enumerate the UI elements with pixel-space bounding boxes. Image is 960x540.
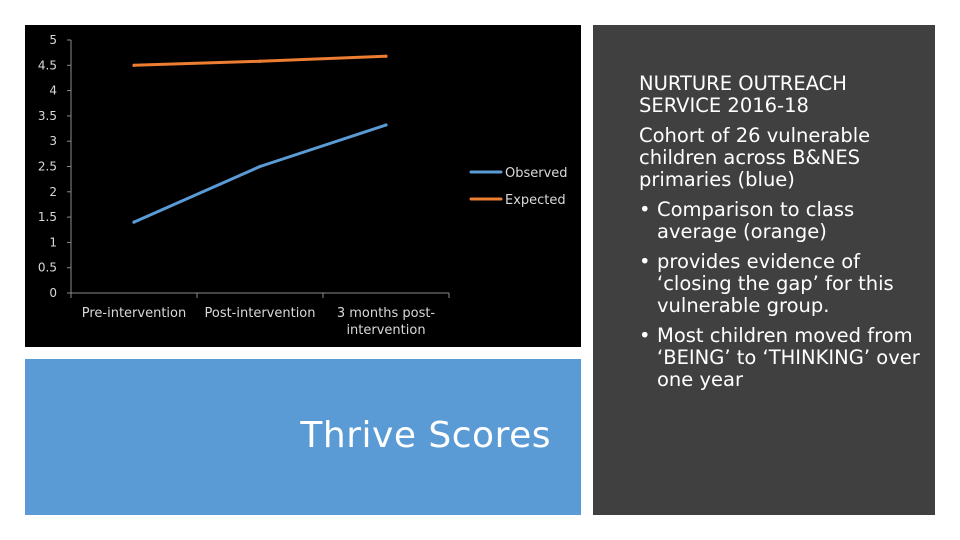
- bullet-text: Most children moved from ‘BEING’ to ‘THI…: [657, 324, 920, 391]
- bullet-item: • Comparison to class average (orange): [639, 199, 929, 243]
- bullet-glyph: •: [639, 324, 651, 347]
- slide-caption: Thrive Scores: [300, 415, 551, 456]
- slide-heading: NURTURE OUTREACH SERVICE 2016-18: [639, 72, 847, 117]
- y-tick-label: 4.5: [38, 58, 57, 72]
- y-tick-label: 1.5: [38, 210, 57, 224]
- data-point-expected: [132, 63, 136, 67]
- line-chart: 0 0.5 1 1.5 2 2.5 3 3.5 4 4.5 5 Pre-intervention Pos…: [38, 33, 568, 338]
- data-point-expected: [384, 54, 388, 58]
- y-tick-label: 1: [49, 235, 57, 249]
- caption-panel: Thrive Scores: [25, 359, 581, 515]
- bullet-glyph: •: [639, 250, 651, 273]
- y-tick-label: 2: [49, 185, 57, 199]
- series-line-observed: [132, 123, 388, 224]
- bullet-list: • Comparison to class average (orange) • …: [639, 199, 929, 391]
- bullet-text: provides evidence of ‘closing the gap’ f…: [657, 250, 894, 317]
- chart-panel: 0 0.5 1 1.5 2 2.5 3 3.5 4 4.5 5 Pre-intervention Pos…: [25, 25, 581, 347]
- data-point-observed: [132, 220, 136, 224]
- bullet-item: • Most children moved from ‘BEING’ to ‘TH…: [639, 325, 929, 391]
- bullet-text: Comparison to class average (orange): [657, 198, 855, 243]
- y-tick-label: 4: [49, 84, 57, 98]
- bullet-item: • provides evidence of ‘closing the gap’…: [639, 251, 929, 317]
- y-tick-label: 2.5: [38, 160, 57, 174]
- x-tick-label: Pre-intervention: [82, 306, 186, 321]
- y-tick-label: 3.5: [38, 109, 57, 123]
- x-tick-label: 3 months post-: [337, 306, 436, 321]
- y-tick-label: 3: [49, 134, 57, 148]
- legend-label-expected: Expected: [505, 193, 566, 208]
- bullet-glyph: •: [639, 198, 651, 221]
- y-tick-label: 0: [49, 286, 57, 300]
- data-point-observed: [258, 164, 262, 169]
- y-tick-label: 0.5: [38, 261, 57, 275]
- x-tick-label: intervention: [346, 323, 425, 338]
- data-point-expected: [258, 59, 262, 63]
- y-tick-label: 5: [49, 33, 57, 47]
- data-point-observed: [384, 123, 388, 127]
- slide-text-body: NURTURE OUTREACH SERVICE 2016-18 Cohort …: [639, 73, 929, 399]
- x-tick-label: Post-intervention: [204, 306, 315, 321]
- slide-intro: Cohort of 26 vulnerable children across …: [639, 124, 871, 191]
- text-panel: NURTURE OUTREACH SERVICE 2016-18 Cohort …: [593, 25, 935, 515]
- legend-label-observed: Observed: [505, 166, 568, 181]
